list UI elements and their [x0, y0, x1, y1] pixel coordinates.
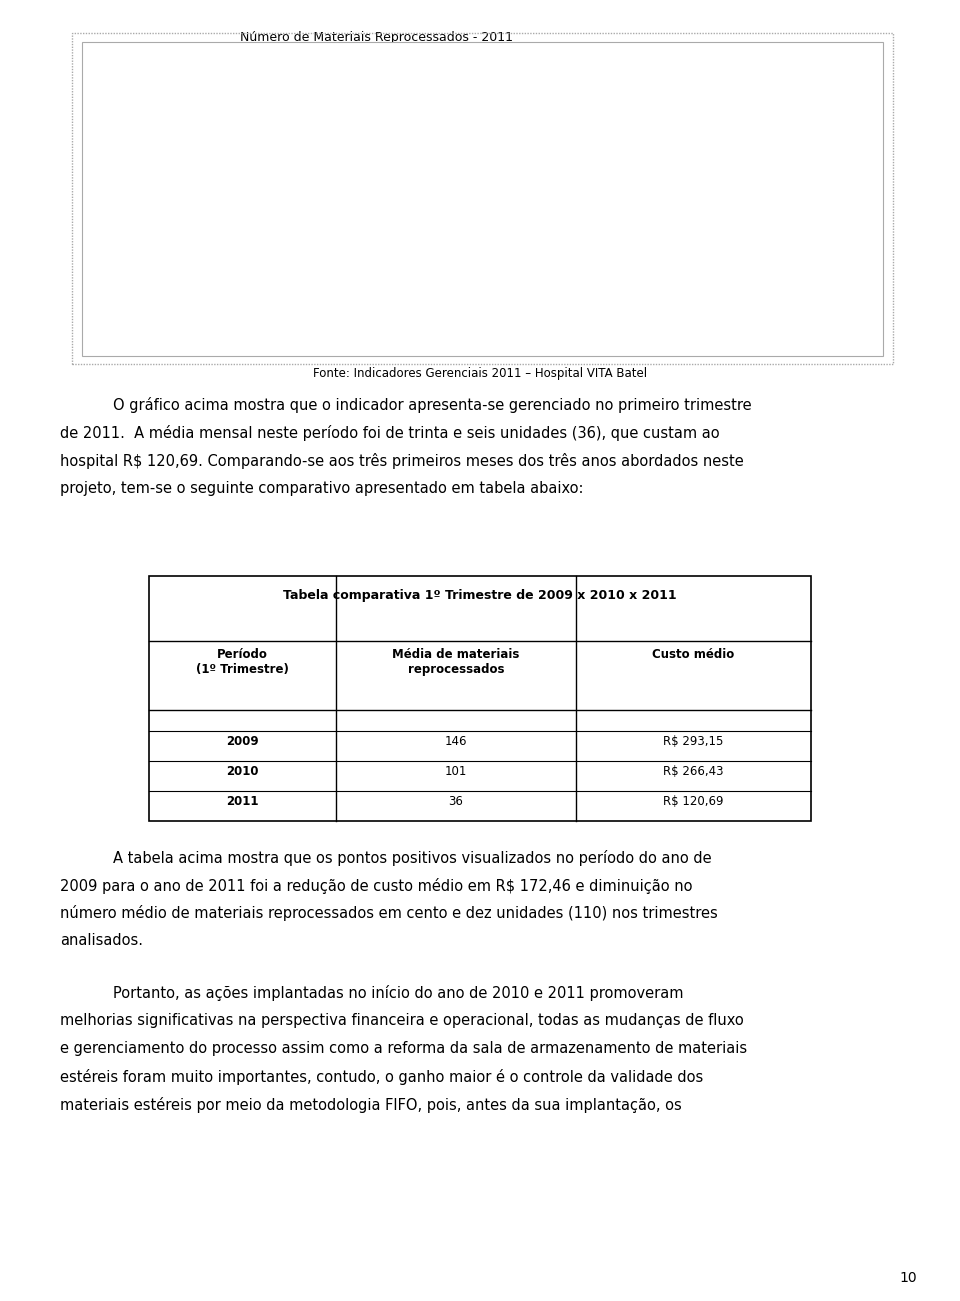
Text: Período
(1º Trimestre): Período (1º Trimestre)	[196, 648, 289, 677]
Text: Custo médio: Custo médio	[653, 648, 734, 661]
Text: O gráfico acima mostra que o indicador apresenta-se gerenciado no primeiro trime: O gráfico acima mostra que o indicador a…	[113, 397, 752, 412]
Text: Portanto, as ações implantadas no início do ano de 2010 e 2011 promoveram: Portanto, as ações implantadas no início…	[113, 985, 684, 1000]
Text: e gerenciamento do processo assim como a reforma da sala de armazenamento de mat: e gerenciamento do processo assim como a…	[60, 1041, 748, 1056]
Text: projeto, tem-se o seguinte comparativo apresentado em tabela abaixo:: projeto, tem-se o seguinte comparativo a…	[60, 481, 584, 496]
Text: 2009 para o ano de 2011 foi a redução de custo médio em R$ 172,46 e diminuição n: 2009 para o ano de 2011 foi a redução de…	[60, 877, 693, 894]
Text: número médio de materiais reprocessados em cento e dez unidades (110) nos trimes: número médio de materiais reprocessados …	[60, 905, 718, 921]
Text: 10: 10	[900, 1271, 917, 1285]
Text: Fonte: Indicadores Gerenciais 2011 – Hospital VITA Batel: Fonte: Indicadores Gerenciais 2011 – Hos…	[313, 367, 647, 380]
Text: melhorias significativas na perspectiva financeira e operacional, todas as mudan: melhorias significativas na perspectiva …	[60, 1012, 744, 1028]
Title: Número de Materiais Reprocessados - 2011: Número de Materiais Reprocessados - 2011	[240, 31, 514, 44]
Text: estéreis foram muito importantes, contudo, o ganho maior é o controle da validad: estéreis foram muito importantes, contud…	[60, 1069, 704, 1085]
Text: 2010: 2010	[227, 765, 258, 778]
Text: analisados.: analisados.	[60, 934, 143, 948]
Text: 2009: 2009	[227, 735, 258, 748]
Legend: Materiais reprocessados, Meta, Linear (Materiais reprocessados): Materiais reprocessados, Meta, Linear (M…	[649, 47, 850, 104]
Text: Média de materiais
reprocessados: Média de materiais reprocessados	[393, 648, 519, 677]
Text: 146: 146	[444, 735, 468, 748]
Text: 2011: 2011	[227, 795, 258, 808]
Text: 101: 101	[444, 765, 468, 778]
Text: Tabela comparativa 1º Trimestre de 2009 x 2010 x 2011: Tabela comparativa 1º Trimestre de 2009 …	[283, 589, 677, 602]
Text: A tabela acima mostra que os pontos positivos visualizados no período do ano de: A tabela acima mostra que os pontos posi…	[113, 850, 712, 865]
Text: 36: 36	[448, 795, 464, 808]
Text: R$ 266,43: R$ 266,43	[663, 765, 724, 778]
Text: materiais estéreis por meio da metodologia FIFO, pois, antes da sua implantação,: materiais estéreis por meio da metodolog…	[60, 1097, 683, 1112]
Text: de 2011.  A média mensal neste período foi de trinta e seis unidades (36), que c: de 2011. A média mensal neste período fo…	[60, 424, 720, 441]
Text: hospital R$ 120,69. Comparando-se aos três primeiros meses dos três anos abordad: hospital R$ 120,69. Comparando-se aos tr…	[60, 453, 744, 468]
Text: R$ 120,69: R$ 120,69	[663, 795, 724, 808]
Text: R$ 293,15: R$ 293,15	[663, 735, 724, 748]
